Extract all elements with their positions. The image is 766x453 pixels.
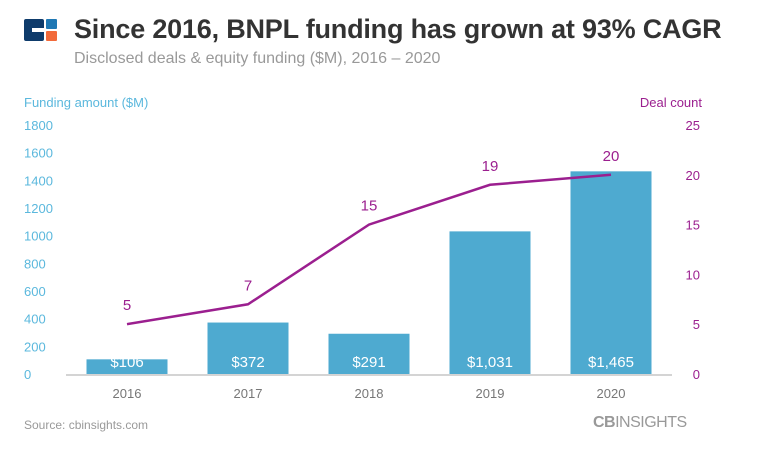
deal-count-label: 7	[244, 277, 252, 294]
deal-count-line	[126, 173, 612, 326]
right-axis-label: Deal count	[639, 95, 702, 110]
left-tick-label: 200	[24, 339, 46, 354]
deal-count-label: 15	[361, 198, 378, 215]
bar-value-label: $106	[110, 354, 143, 371]
left-tick-label: 800	[24, 256, 46, 271]
deal-count-label: 5	[123, 297, 131, 314]
x-tick-label: 2020	[597, 386, 626, 401]
left-tick-label: 1000	[24, 229, 53, 244]
x-tick-label: 2018	[355, 386, 384, 401]
bar-2018	[328, 333, 410, 374]
bar-value-label: $372	[231, 354, 264, 371]
left-tick-label: 1600	[24, 146, 53, 161]
left-tick-label: 1200	[24, 201, 53, 216]
right-tick-label: 15	[686, 218, 700, 233]
right-tick-label: 10	[686, 267, 700, 282]
right-tick-label: 0	[693, 367, 700, 382]
left-tick-label: 600	[24, 284, 46, 299]
brand-rest: INSIGHTS	[615, 414, 687, 431]
bar-value-label: $291	[352, 354, 385, 371]
bar-value-label: $1,031	[467, 354, 513, 371]
right-tick-label: 5	[693, 317, 700, 332]
left-tick-label: 0	[24, 367, 31, 382]
bar-2019	[449, 231, 531, 374]
right-tick-label: 20	[686, 168, 700, 183]
left-tick-label: 1800	[24, 118, 53, 133]
bar-2016	[86, 359, 168, 374]
bar-value-label: $1,465	[588, 354, 634, 371]
bar-2020	[570, 171, 652, 374]
x-tick-label: 2016	[113, 386, 142, 401]
cb-logo-icon	[24, 19, 57, 41]
x-tick-label: 2017	[234, 386, 263, 401]
deal-count-label: 20	[603, 148, 620, 165]
source-note: Source: cbinsights.com	[24, 418, 149, 432]
brand-bold: CB	[593, 414, 616, 431]
left-tick-label: 1400	[24, 173, 53, 188]
left-axis-label: Funding amount ($M)	[24, 95, 149, 110]
chart-subtitle: Disclosed deals & equity funding ($M), 2…	[74, 50, 441, 67]
bar-2017	[207, 322, 289, 374]
left-tick-label: 400	[24, 312, 46, 327]
x-tick-label: 2019	[476, 386, 505, 401]
right-tick-label: 25	[686, 118, 700, 133]
cbinsights-brand: CBINSIGHTS	[593, 414, 687, 432]
deal-count-label: 19	[482, 158, 499, 175]
chart-title: Since 2016, BNPL funding has grown at 93…	[74, 14, 722, 44]
